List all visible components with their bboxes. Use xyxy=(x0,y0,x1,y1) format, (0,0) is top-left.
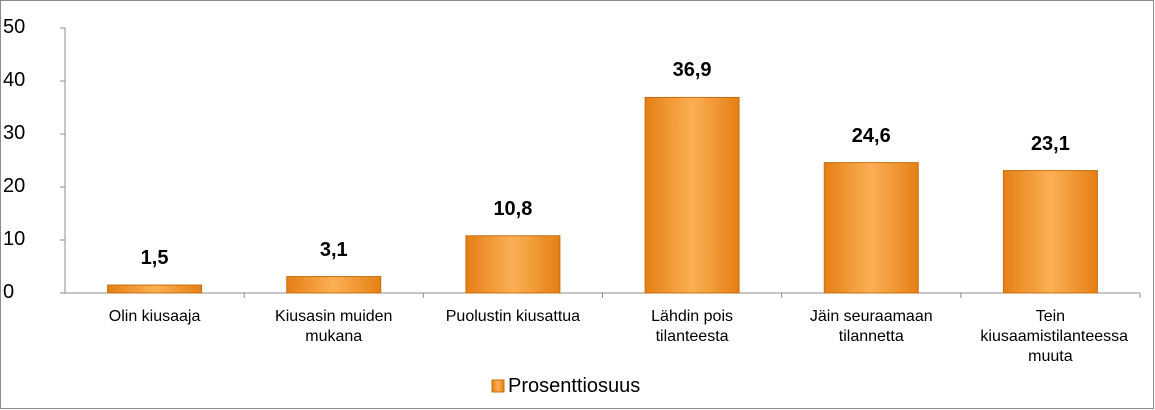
x-tick-label: Jäin seuraamaan tilannetta xyxy=(809,308,933,345)
bar xyxy=(823,162,919,294)
y-tick-label: 0 xyxy=(3,281,15,303)
data-label: 10,8 xyxy=(493,197,533,220)
x-tick-label: Tein kiusaamistilanteessa muuta xyxy=(980,308,1129,365)
legend-swatch xyxy=(491,379,505,393)
data-label: 1,5 xyxy=(140,247,169,270)
bar xyxy=(1002,170,1098,294)
data-label: 3,1 xyxy=(319,238,348,261)
bar xyxy=(644,96,740,294)
y-tick-label: 40 xyxy=(3,69,26,91)
bar xyxy=(465,235,561,294)
x-tick-label: Puolustin kiusattua xyxy=(445,308,581,325)
bar xyxy=(286,276,382,294)
legend-label: Prosenttiosuus xyxy=(508,375,641,397)
data-label: 24,6 xyxy=(851,124,891,147)
data-label: 36,9 xyxy=(672,59,712,82)
x-tick-label: Lähdin pois tilanteesta xyxy=(651,308,733,345)
x-tick-label: Kiusasin muiden mukana xyxy=(275,308,393,345)
y-tick-label: 20 xyxy=(3,175,26,197)
x-tick-label: Olin kiusaaja xyxy=(108,308,201,325)
y-tick-label: 30 xyxy=(3,122,26,144)
data-label: 23,1 xyxy=(1030,132,1070,155)
y-tick-label: 10 xyxy=(3,228,26,250)
y-tick-label: 50 xyxy=(3,16,26,38)
bar xyxy=(107,284,203,294)
